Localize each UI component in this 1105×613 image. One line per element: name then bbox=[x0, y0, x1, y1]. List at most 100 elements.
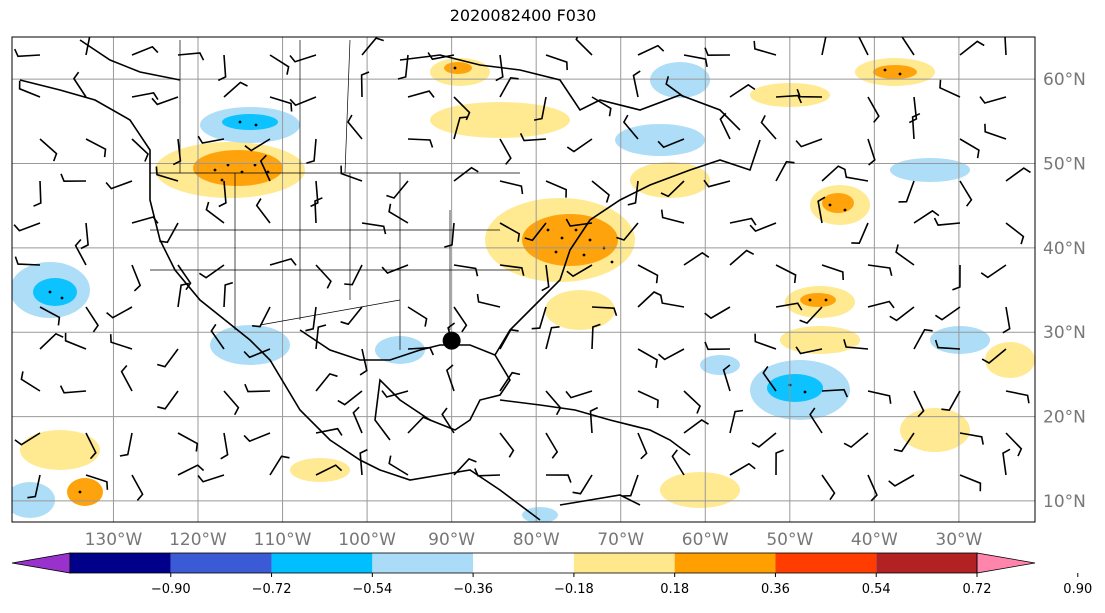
wind-barb bbox=[314, 197, 323, 224]
wind-barb bbox=[591, 96, 612, 117]
wind-barb bbox=[627, 180, 639, 206]
wind-barb bbox=[637, 390, 659, 409]
wind-barb bbox=[704, 341, 731, 351]
wind-barb bbox=[177, 464, 205, 476]
wind-barb bbox=[80, 222, 89, 250]
wind-barb bbox=[657, 138, 685, 149]
wind-barb bbox=[315, 264, 332, 289]
lat-tick-label: 40°N bbox=[1043, 239, 1086, 259]
wind-barb bbox=[959, 180, 973, 207]
wind-barb bbox=[660, 180, 685, 198]
wind-barb bbox=[223, 390, 240, 416]
lat-tick-label: 60°N bbox=[1043, 70, 1086, 90]
wind-barb bbox=[545, 326, 560, 350]
wind-barb bbox=[310, 180, 319, 208]
wind-barb bbox=[867, 390, 892, 404]
colorbar-tick-label: 0.54 bbox=[862, 582, 891, 597]
wind-barb bbox=[39, 306, 61, 326]
wind-barb bbox=[252, 306, 271, 328]
lon-tick-label: 100°W bbox=[338, 530, 396, 550]
wind-barb bbox=[306, 138, 317, 164]
wind-barb bbox=[305, 306, 317, 332]
wind-barb bbox=[315, 372, 338, 392]
wind-barb bbox=[361, 222, 387, 235]
wind-barb bbox=[198, 264, 225, 279]
wind-barb bbox=[243, 348, 271, 359]
wind-barb bbox=[895, 244, 915, 266]
wind-barb bbox=[979, 96, 1007, 104]
wind-barb bbox=[197, 474, 225, 483]
wind-barb bbox=[719, 112, 731, 140]
colorbar-extend-high bbox=[976, 552, 1036, 574]
lon-tick-label: 70°W bbox=[597, 530, 644, 550]
wind-barb bbox=[13, 48, 41, 58]
wind-barb bbox=[843, 339, 869, 350]
lon-tick-label: 80°W bbox=[513, 530, 560, 550]
wind-barb bbox=[683, 390, 701, 414]
wind-barb bbox=[704, 47, 731, 57]
wind-barb bbox=[799, 306, 823, 325]
wind-barb bbox=[637, 264, 659, 284]
longitude-tick-labels: 130°W 120°W 110°W 100°W 90°W 80°W 70°W 60°W 50°W… bbox=[85, 530, 983, 550]
wind-barb bbox=[495, 54, 504, 82]
wind-barb bbox=[120, 364, 133, 392]
wind-barb bbox=[33, 180, 42, 207]
wind-barb bbox=[407, 346, 435, 356]
wind-barb bbox=[821, 165, 846, 182]
wind-barb bbox=[541, 264, 550, 292]
wind-barb bbox=[754, 333, 777, 350]
wind-barb bbox=[131, 474, 144, 501]
wind-barb bbox=[131, 264, 142, 292]
wind-barb bbox=[908, 96, 918, 124]
wind-barb bbox=[159, 222, 179, 244]
wind-barb bbox=[545, 432, 559, 459]
wind-barb bbox=[269, 96, 293, 112]
wind-barb bbox=[85, 37, 91, 56]
wind-barb bbox=[545, 180, 568, 198]
wind-barb bbox=[729, 249, 755, 266]
lon-tick-label: 110°W bbox=[254, 530, 312, 550]
wind-barb bbox=[751, 432, 777, 448]
lat-tick-label: 20°N bbox=[1043, 408, 1086, 428]
colorbar-segment bbox=[876, 553, 977, 573]
wind-barb bbox=[397, 54, 409, 80]
wind-barb bbox=[474, 468, 501, 477]
wind-barb bbox=[888, 474, 915, 487]
wind-barb bbox=[622, 114, 639, 140]
colorbar-tick-label: −0.36 bbox=[453, 582, 493, 597]
wind-barb bbox=[795, 346, 823, 355]
wind-barb bbox=[453, 166, 479, 182]
wind-barb bbox=[499, 222, 521, 242]
colorbar-extend-low bbox=[11, 552, 71, 574]
colorbar-segment bbox=[775, 553, 877, 573]
wind-barb bbox=[566, 138, 593, 153]
lon-tick-label: 50°W bbox=[766, 530, 813, 550]
wind-barb bbox=[445, 364, 455, 392]
wind-barb bbox=[499, 264, 525, 276]
wind-barb bbox=[220, 432, 229, 460]
wind-barb bbox=[867, 138, 876, 166]
wind-barb bbox=[64, 332, 87, 350]
wind-barb bbox=[269, 455, 290, 476]
wind-barb bbox=[106, 306, 133, 319]
wind-barb bbox=[683, 54, 708, 68]
wind-barb bbox=[889, 306, 915, 322]
wind-barb bbox=[59, 385, 87, 394]
wind-barb bbox=[729, 409, 744, 434]
wind-barb bbox=[660, 209, 685, 224]
wind-barb bbox=[315, 324, 327, 350]
wind-barb bbox=[131, 92, 159, 101]
wind-barb bbox=[898, 180, 915, 203]
wind-barb bbox=[244, 383, 271, 393]
colorbar-tick-label: −0.18 bbox=[554, 582, 594, 597]
wind-barb bbox=[901, 37, 915, 56]
wind-barb bbox=[1004, 37, 1007, 56]
wind-barb bbox=[131, 216, 159, 224]
colorbar-segment bbox=[70, 553, 171, 573]
wind-barb bbox=[671, 449, 685, 476]
wind-barb bbox=[344, 264, 363, 286]
colorbar-segment bbox=[170, 553, 272, 573]
wind-barb bbox=[197, 135, 225, 144]
wind-barb bbox=[704, 306, 731, 320]
wind-barb bbox=[911, 112, 921, 140]
